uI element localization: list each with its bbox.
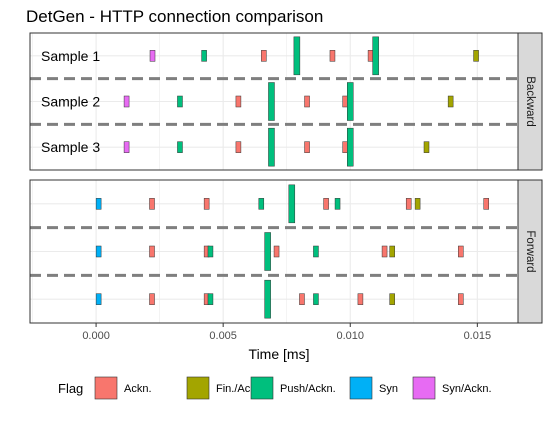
packet-mark [389,293,395,305]
packet-mark [288,184,296,224]
packet-mark [483,198,489,210]
legend-title: Flag [58,381,83,396]
x-tick-label: 0.005 [209,330,237,342]
packet-mark [207,245,214,258]
packet-mark [357,293,364,305]
packet-mark [95,245,102,258]
facet-strip [517,32,543,171]
x-tick-label: 0.000 [82,330,110,342]
packet-mark [201,50,207,62]
legend-label: Syn [379,383,398,395]
packet-mark [304,141,310,153]
packet-mark [334,198,341,210]
legend: Flag Ackn. Fin./Ackn. Push/Ackn. Syn Syn/Ackn… [58,376,492,400]
packet-mark [273,245,280,258]
packet-mark [313,293,319,305]
facet-panel: Forward [29,179,543,324]
legend-key [186,376,210,400]
row-label: Sample 1 [41,48,100,64]
packet-mark [372,36,379,76]
packet-mark [149,293,155,305]
packet-mark [177,141,183,153]
packet-mark [149,50,156,62]
legend-label: Ackn. [124,383,152,395]
packet-mark [381,245,388,258]
packet-mark [149,245,155,258]
legend-label: Syn/Ackn. [442,383,492,395]
packet-mark [235,95,242,108]
chart-title: DetGen - HTTP connection comparison [26,7,323,26]
row-label: Sample 3 [41,139,100,155]
packet-mark [123,95,130,108]
packet-mark [95,198,102,210]
packet-mark [458,293,464,305]
x-axis: 0.000 0.005 0.010 0.015 [82,323,491,342]
packet-mark [123,141,130,153]
packet-mark [203,198,210,210]
packet-mark [414,198,421,210]
row-label: Sample 2 [41,94,100,110]
packet-mark [342,141,348,153]
packet-mark [347,127,354,167]
packet-mark [405,198,412,210]
packet-mark [264,232,271,271]
packet-mark [458,245,464,258]
x-tick-label: 0.015 [464,330,492,342]
packet-mark [261,50,267,62]
legend-label: Push/Ackn. [280,383,336,395]
packet-mark [149,198,155,210]
facet-strip-label: Backward [524,76,536,127]
packet-mark [268,127,275,167]
legend-key [349,376,373,400]
packet-mark [447,95,454,108]
packet-mark [329,50,336,62]
legend-key [94,376,118,400]
packet-mark [293,36,301,76]
packet-mark [323,198,329,210]
facet-strip [517,179,543,324]
packet-mark [313,245,319,258]
facet-panels: Sample 1 Sample 2 Sample 3 Backward Forward [29,32,543,324]
packet-mark [207,293,214,305]
packet-mark [304,95,310,108]
packet-mark [342,95,348,108]
packet-mark [235,141,242,153]
legend-key [250,376,274,400]
packet-mark [268,82,275,121]
packet-mark [258,198,265,210]
packet-mark [367,50,374,62]
packet-mark [423,141,430,153]
packet-mark [95,293,102,305]
facet-panel: Sample 1 Sample 2 Sample 3 Backward [29,32,543,171]
packet-mark [264,279,271,319]
packet-mark [347,82,354,121]
facet-strip-label: Forward [524,230,536,272]
x-axis-label: Time [ms] [249,346,310,362]
legend-key [412,376,436,400]
packet-mark [299,293,305,305]
packet-mark [389,245,395,258]
packet-mark [177,95,183,108]
packet-mark [473,50,479,62]
x-tick-label: 0.010 [336,330,364,342]
